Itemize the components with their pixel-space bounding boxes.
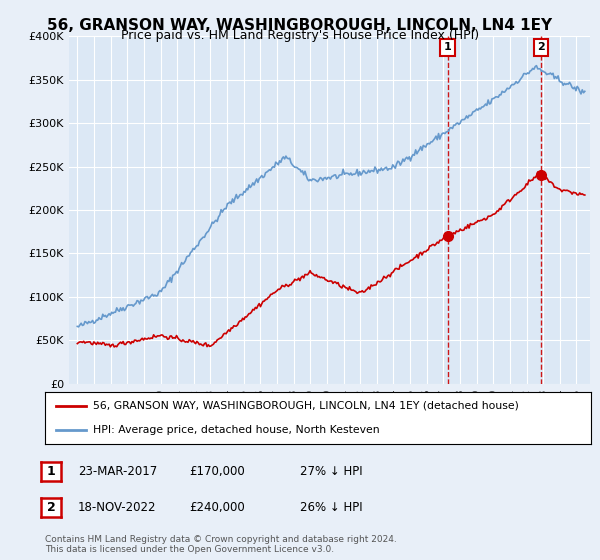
Text: 23-MAR-2017: 23-MAR-2017 bbox=[78, 465, 157, 478]
Text: Contains HM Land Registry data © Crown copyright and database right 2024.
This d: Contains HM Land Registry data © Crown c… bbox=[45, 535, 397, 554]
Text: Price paid vs. HM Land Registry's House Price Index (HPI): Price paid vs. HM Land Registry's House … bbox=[121, 29, 479, 42]
Text: 18-NOV-2022: 18-NOV-2022 bbox=[78, 501, 157, 515]
Text: 26% ↓ HPI: 26% ↓ HPI bbox=[300, 501, 362, 515]
Text: £170,000: £170,000 bbox=[189, 465, 245, 478]
Text: 2: 2 bbox=[538, 43, 545, 53]
Text: £240,000: £240,000 bbox=[189, 501, 245, 515]
Text: 1: 1 bbox=[47, 465, 55, 478]
Text: 2: 2 bbox=[47, 501, 55, 515]
Text: 1: 1 bbox=[443, 43, 451, 53]
Text: HPI: Average price, detached house, North Kesteven: HPI: Average price, detached house, Nort… bbox=[93, 424, 380, 435]
Text: 56, GRANSON WAY, WASHINGBOROUGH, LINCOLN, LN4 1EY (detached house): 56, GRANSON WAY, WASHINGBOROUGH, LINCOLN… bbox=[93, 401, 519, 411]
Text: 56, GRANSON WAY, WASHINGBOROUGH, LINCOLN, LN4 1EY: 56, GRANSON WAY, WASHINGBOROUGH, LINCOLN… bbox=[47, 18, 553, 33]
Text: 27% ↓ HPI: 27% ↓ HPI bbox=[300, 465, 362, 478]
